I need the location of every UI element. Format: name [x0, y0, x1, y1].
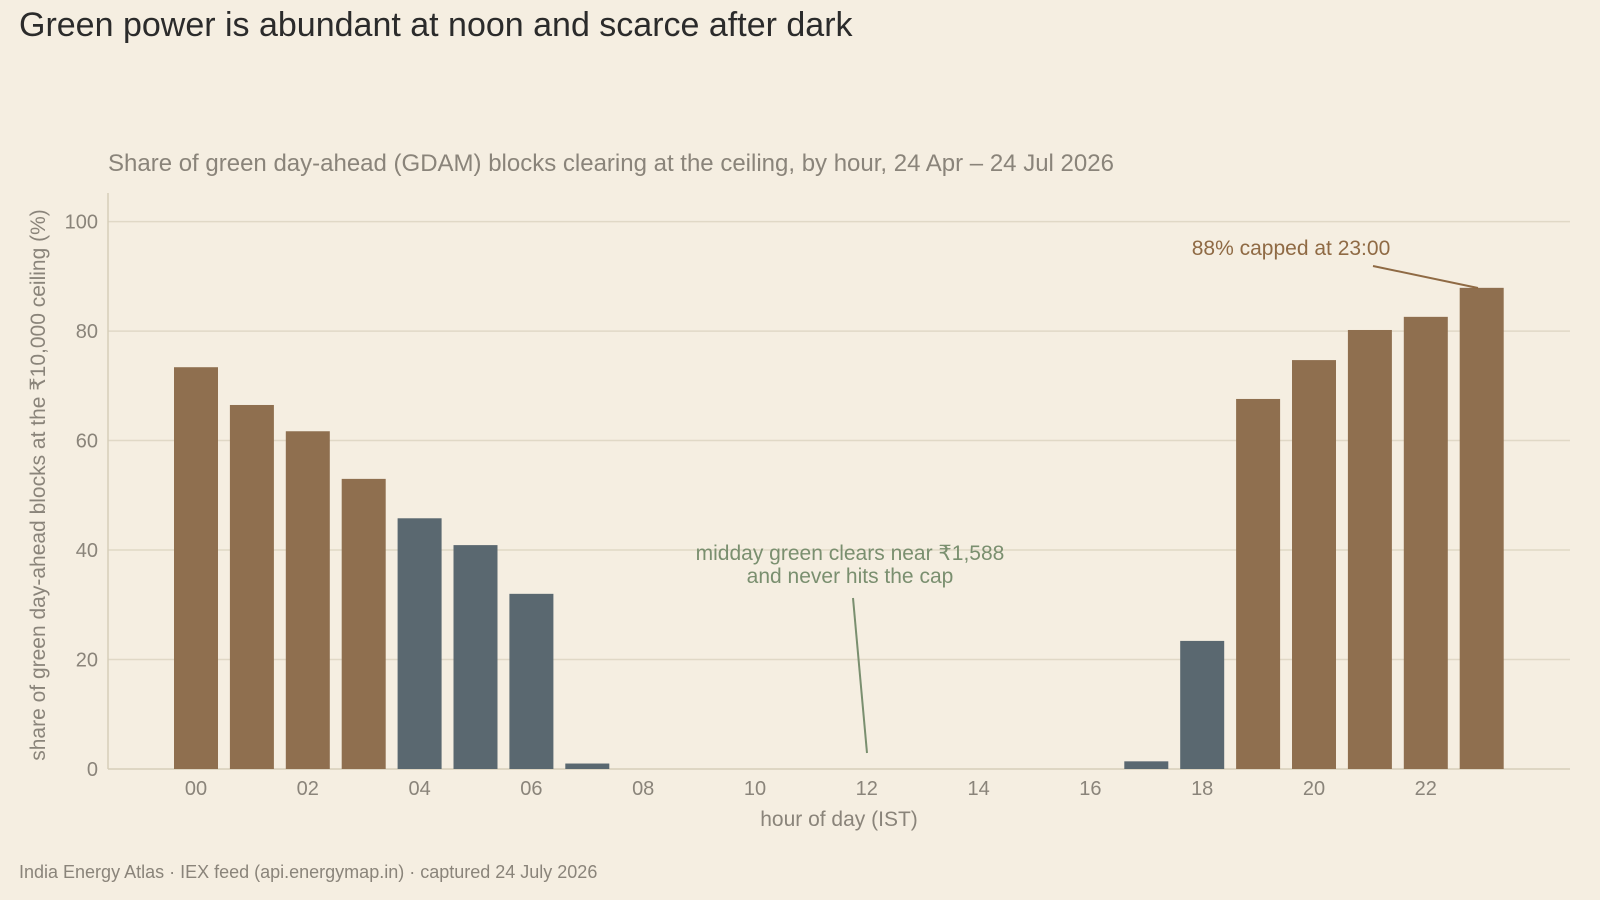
x-tick-label: 14: [967, 778, 989, 800]
bar-hour-21: [1347, 329, 1392, 769]
x-axis-ticks: 00 02 04 06 08 10 12 14 16 18 20 22: [185, 778, 1437, 800]
x-tick-label: 02: [297, 778, 319, 800]
page-title: Green power is abundant at noon and scar…: [19, 6, 853, 44]
bars: [174, 287, 1504, 769]
annotations: 88% capped at 23:00 midday green clears …: [696, 237, 1479, 754]
peak-annotation: 88% capped at 23:00: [1192, 237, 1391, 260]
bar-hour-03: [341, 478, 386, 769]
x-axis-title: hour of day (IST): [760, 808, 918, 831]
bar-hour-18: [1180, 640, 1225, 769]
bar-hour-19: [1236, 398, 1281, 769]
x-tick-label: 18: [1191, 778, 1213, 800]
bar-hour-04: [397, 518, 442, 769]
bar-hour-06: [509, 593, 554, 769]
bar-hour-00: [174, 367, 218, 769]
y-tick-label: 40: [76, 540, 98, 562]
y-axis-title: share of green day-ahead blocks at the ₹…: [27, 209, 50, 761]
chart-subtitle: Share of green day-ahead (GDAM) blocks c…: [108, 150, 1114, 177]
x-tick-label: 04: [408, 778, 430, 800]
bar-hour-23: [1459, 287, 1504, 769]
x-tick-label: 06: [520, 778, 542, 800]
x-tick-label: 22: [1415, 778, 1437, 800]
x-tick-label: 10: [744, 778, 766, 800]
source-footer: India Energy Atlas · IEX feed (api.energ…: [19, 862, 598, 882]
y-tick-label: 20: [76, 650, 98, 672]
y-tick-label: 80: [76, 321, 98, 343]
bar-hour-17: [1124, 761, 1169, 769]
bar-hour-22: [1403, 316, 1448, 769]
bar-hour-20: [1292, 360, 1336, 769]
x-tick-label: 12: [856, 778, 878, 800]
peak-annotation-leader: [1372, 265, 1479, 289]
x-tick-label: 16: [1079, 778, 1101, 800]
bar-hour-05: [453, 545, 498, 769]
x-tick-label: 20: [1303, 778, 1325, 800]
y-axis-ticks: 0 20 40 60 80 100: [65, 212, 98, 781]
x-tick-label: 08: [632, 778, 654, 800]
x-tick-label: 00: [185, 778, 207, 800]
midday-annotation-leader: [852, 597, 868, 754]
y-tick-label: 0: [87, 759, 98, 781]
y-tick-label: 100: [65, 212, 98, 234]
bar-hour-01: [229, 404, 274, 769]
bar-hour-07: [565, 763, 610, 769]
bar-hour-02: [285, 431, 330, 769]
midday-annotation-line1: midday green clears near ₹1,588: [696, 542, 1005, 565]
midday-annotation-line2: and never hits the cap: [747, 565, 954, 588]
y-tick-label: 60: [76, 431, 98, 453]
